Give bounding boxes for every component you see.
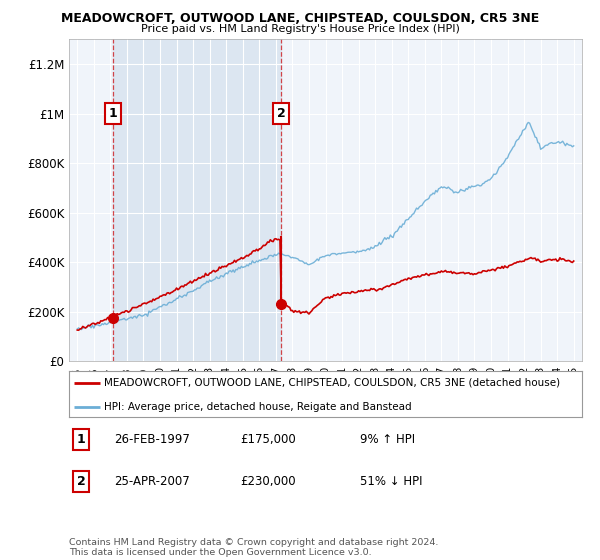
Text: 26-FEB-1997: 26-FEB-1997 xyxy=(114,433,190,446)
Text: HPI: Average price, detached house, Reigate and Banstead: HPI: Average price, detached house, Reig… xyxy=(104,402,412,412)
Text: MEADOWCROFT, OUTWOOD LANE, CHIPSTEAD, COULSDON, CR5 3NE: MEADOWCROFT, OUTWOOD LANE, CHIPSTEAD, CO… xyxy=(61,12,539,25)
Bar xyxy=(113,39,281,361)
Text: MEADOWCROFT, OUTWOOD LANE, CHIPSTEAD, COULSDON, CR5 3NE (detached house): MEADOWCROFT, OUTWOOD LANE, CHIPSTEAD, CO… xyxy=(104,378,560,388)
Text: Price paid vs. HM Land Registry's House Price Index (HPI): Price paid vs. HM Land Registry's House … xyxy=(140,24,460,34)
Text: £175,000: £175,000 xyxy=(240,433,296,446)
Text: 1: 1 xyxy=(77,433,85,446)
Text: 1: 1 xyxy=(109,107,117,120)
Text: 51% ↓ HPI: 51% ↓ HPI xyxy=(360,475,422,488)
Text: Contains HM Land Registry data © Crown copyright and database right 2024.
This d: Contains HM Land Registry data © Crown c… xyxy=(69,538,439,557)
Text: £230,000: £230,000 xyxy=(240,475,296,488)
Text: 25-APR-2007: 25-APR-2007 xyxy=(114,475,190,488)
Text: 9% ↑ HPI: 9% ↑ HPI xyxy=(360,433,415,446)
Text: 2: 2 xyxy=(277,107,286,120)
Text: 2: 2 xyxy=(77,475,85,488)
